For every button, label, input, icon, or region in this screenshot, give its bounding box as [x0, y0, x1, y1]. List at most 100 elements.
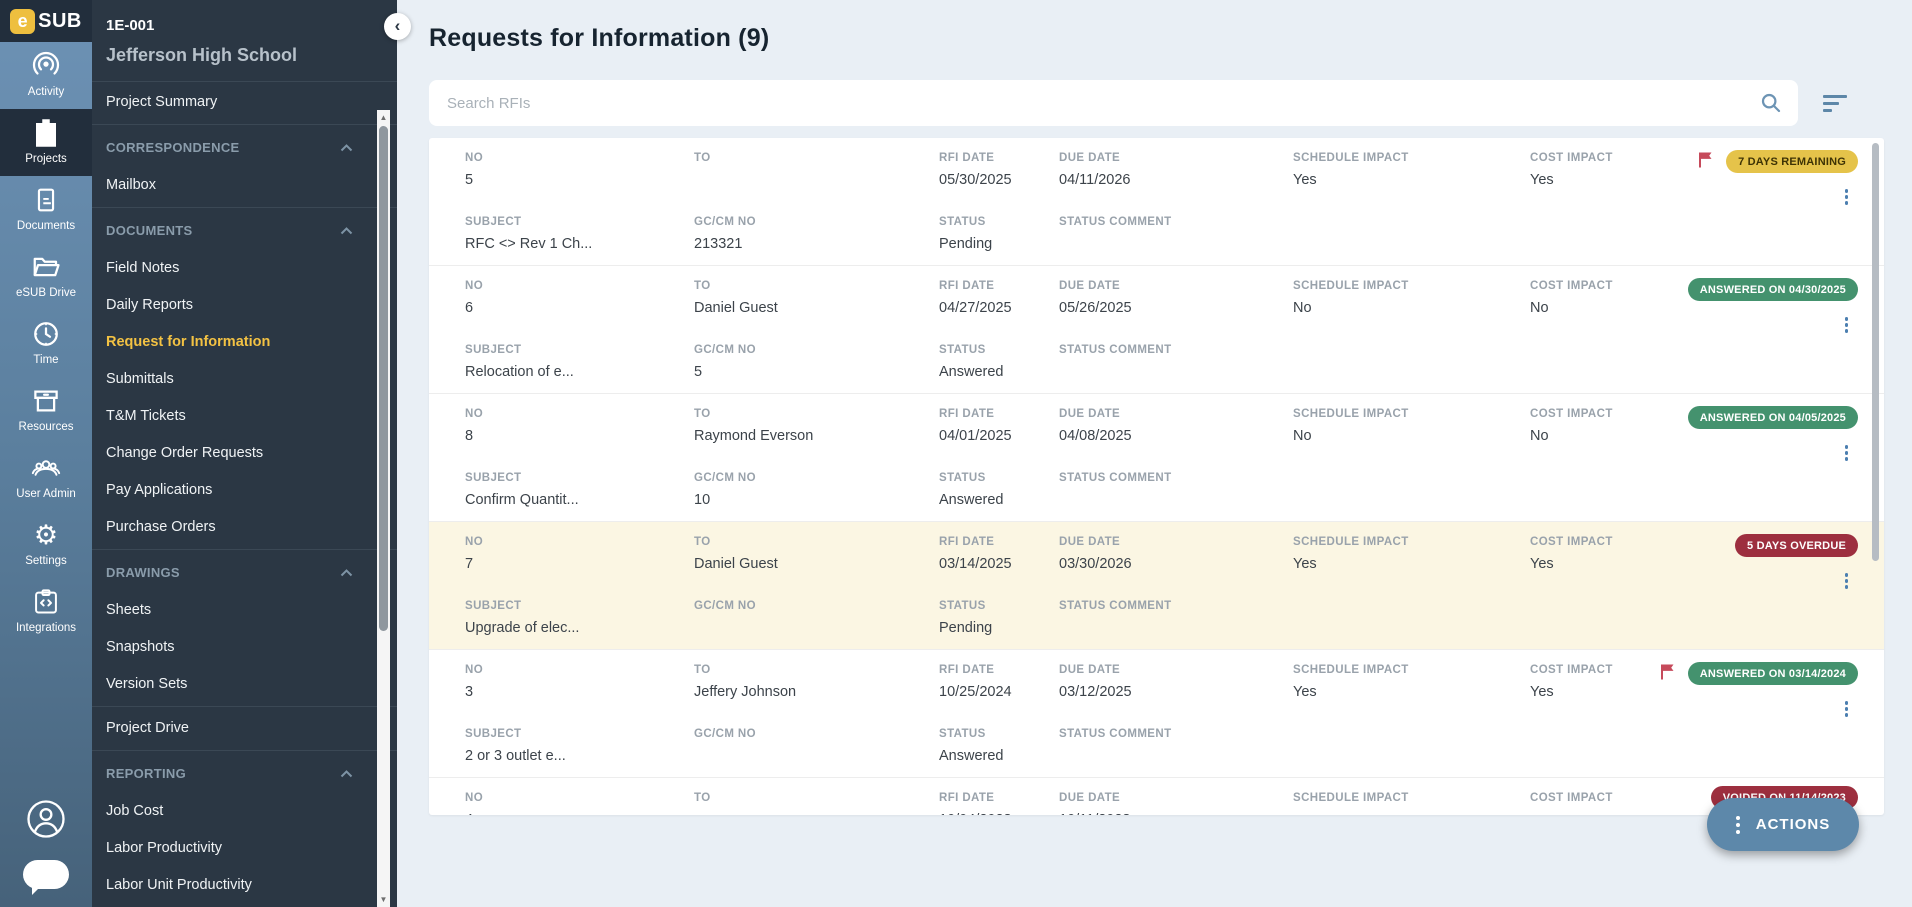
schedule-impact: Yes	[1293, 556, 1317, 572]
rfi-no: 8	[465, 428, 474, 444]
section-reporting[interactable]: REPORTING	[92, 754, 397, 793]
col-label-rfi-date: RFI DATE	[939, 536, 995, 548]
gccm-no: 10	[694, 492, 711, 508]
box-icon	[31, 386, 61, 416]
sidebar-item-project-drive[interactable]: Project Drive	[106, 720, 189, 736]
sidebar-item-labor-productivity[interactable]: Labor Productivity	[106, 840, 223, 856]
sidebar-item-daily-reports[interactable]: Daily Reports	[106, 297, 194, 313]
col-label-to: TO	[694, 792, 711, 804]
col-label-status: STATUS	[939, 344, 986, 356]
sidebar-item-mailbox[interactable]: Mailbox	[106, 177, 156, 193]
rfi-date: 05/30/2025	[939, 172, 1012, 188]
avatar[interactable]	[26, 799, 66, 844]
rail-item-label: Settings	[25, 555, 67, 567]
sidebar-item-job-cost[interactable]: Job Cost	[106, 803, 164, 819]
section-documents[interactable]: DOCUMENTS	[92, 211, 397, 250]
row-kebab-menu-icon[interactable]	[1842, 570, 1852, 592]
sidebar-item-request-for-information[interactable]: Request for Information	[106, 334, 271, 350]
chevron-up-icon	[340, 223, 353, 238]
col-label-rfi-date: RFI DATE	[939, 280, 995, 292]
section-correspondence[interactable]: CORRESPONDENCE	[92, 128, 397, 167]
divider	[92, 750, 397, 751]
activity-icon	[31, 51, 61, 81]
actions-button[interactable]: ACTIONS	[1707, 798, 1859, 851]
divider	[92, 706, 397, 707]
rail-item-time[interactable]: Time	[0, 310, 92, 377]
rail-item-label: Activity	[27, 86, 65, 98]
sort-icon[interactable]	[1823, 94, 1847, 112]
sidebar-item-version-sets[interactable]: Version Sets	[106, 676, 188, 692]
sidebar-item-purchase-orders[interactable]: Purchase Orders	[106, 519, 216, 535]
col-label-cost-impact: COST IMPACT	[1530, 536, 1613, 548]
rail-item-projects[interactable]: Projects	[0, 109, 92, 176]
rail-item-resources[interactable]: Resources	[0, 377, 92, 444]
col-label-no: NO	[465, 408, 484, 420]
rail-item-activity[interactable]: Activity	[0, 42, 92, 109]
sidebar-item-labor-unit-productivity[interactable]: Labor Unit Productivity	[106, 877, 252, 893]
sidebar-item-tm-tickets[interactable]: T&M Tickets	[106, 408, 186, 424]
col-label-schedule-impact: SCHEDULE IMPACT	[1293, 408, 1409, 420]
col-label-rfi-date: RFI DATE	[939, 408, 995, 420]
nav-rail: e SUB Activity Projects Documents	[0, 0, 92, 907]
chat-icon[interactable]	[23, 860, 69, 889]
rfi-row[interactable]: NO 6 TO Daniel Guest RFI DATE 04/27/2025 DU…	[429, 266, 1884, 394]
col-label-subject: SUBJECT	[465, 216, 522, 228]
sidebar-item-change-order-requests[interactable]: Change Order Requests	[106, 445, 264, 461]
status-badge: 5 DAYS OVERDUE	[1735, 534, 1858, 557]
sidebar-item-pay-applications[interactable]: Pay Applications	[106, 482, 213, 498]
col-label-due-date: DUE DATE	[1059, 280, 1121, 292]
status-comment	[1059, 492, 1293, 509]
search-box[interactable]	[429, 80, 1798, 126]
col-label-status-comment: STATUS COMMENT	[1059, 600, 1172, 612]
rfi-row[interactable]: NO 8 TO Raymond Everson RFI DATE 04/01/2025…	[429, 394, 1884, 522]
search-icon[interactable]	[1759, 91, 1783, 120]
rail-item-esub-drive[interactable]: eSUB Drive	[0, 243, 92, 310]
folder-icon	[31, 252, 61, 282]
sidebar-item-sheets[interactable]: Sheets	[106, 602, 152, 618]
document-icon	[33, 185, 59, 215]
col-label-subject: SUBJECT	[465, 344, 522, 356]
col-label-due-date: DUE DATE	[1059, 536, 1121, 548]
scroll-down-icon[interactable]: ▼	[379, 895, 388, 904]
rail-item-integrations[interactable]: Integrations	[0, 578, 92, 645]
col-label-status: STATUS	[939, 728, 986, 740]
due-date: 05/26/2025	[1059, 300, 1132, 316]
sidebar-scrollbar[interactable]: ▲ ▼	[377, 110, 390, 907]
rail-item-documents[interactable]: Documents	[0, 176, 92, 243]
rfi-date: 03/14/2025	[939, 556, 1012, 572]
scrollbar-thumb[interactable]	[379, 126, 388, 631]
col-label-no: NO	[465, 152, 484, 164]
section-drawings[interactable]: DRAWINGS	[92, 553, 397, 592]
status-badge: 7 DAYS REMAINING	[1726, 150, 1858, 173]
row-kebab-menu-icon[interactable]	[1842, 442, 1852, 464]
project-sidebar: 1E-001 Jefferson High School Project Sum…	[92, 0, 397, 907]
people-icon	[30, 453, 62, 483]
col-label-no: NO	[465, 536, 484, 548]
rail-item-user-admin[interactable]: User Admin	[0, 444, 92, 511]
list-scrollbar-thumb[interactable]	[1872, 143, 1879, 561]
rfi-row[interactable]: NO 5 TO RFI DATE 05/30/2025 DUE DATE 04/11/…	[429, 138, 1884, 266]
row-kebab-menu-icon[interactable]	[1842, 698, 1852, 720]
sidebar-collapse-button[interactable]: ‹	[384, 13, 411, 40]
kebab-menu-icon	[1735, 815, 1740, 834]
rfi-row[interactable]: NO 4 TO RFI DATE 10/04/2023 DUE DATE 10/11/…	[429, 778, 1884, 815]
flag-icon[interactable]	[1660, 663, 1675, 685]
rfi-row[interactable]: NO 3 TO Jeffery Johnson RFI DATE 10/25/2024…	[429, 650, 1884, 778]
sidebar-item-field-notes[interactable]: Field Notes	[106, 260, 180, 276]
search-input[interactable]	[429, 94, 1798, 112]
flag-icon[interactable]	[1698, 151, 1713, 173]
esub-logo[interactable]: e SUB	[0, 0, 92, 42]
col-label-subject: SUBJECT	[465, 472, 522, 484]
rfi-no: 4	[465, 812, 694, 815]
scroll-up-icon[interactable]: ▲	[379, 113, 388, 122]
sidebar-item-snapshots[interactable]: Snapshots	[106, 639, 175, 655]
rfi-row[interactable]: NO 7 TO Daniel Guest RFI DATE 03/14/2025 DU…	[429, 522, 1884, 650]
project-code: 1E-001	[106, 17, 155, 34]
rfi-status: Pending	[939, 236, 993, 252]
rail-item-settings[interactable]: ⚙ Settings	[0, 511, 92, 578]
sidebar-item-project-summary[interactable]: Project Summary	[106, 94, 218, 110]
col-label-to: TO	[694, 280, 711, 292]
sidebar-item-submittals[interactable]: Submittals	[106, 371, 174, 387]
row-kebab-menu-icon[interactable]	[1842, 186, 1852, 208]
row-kebab-menu-icon[interactable]	[1842, 314, 1852, 336]
